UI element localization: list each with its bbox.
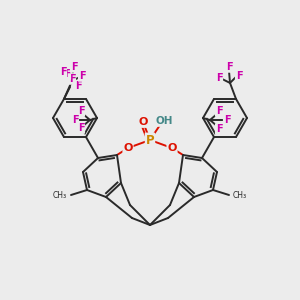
- Text: CH₃: CH₃: [53, 191, 67, 200]
- Text: F: F: [224, 115, 230, 125]
- Text: F: F: [71, 62, 77, 72]
- Text: F: F: [78, 106, 84, 116]
- Text: O: O: [123, 143, 133, 153]
- Text: F: F: [216, 73, 222, 83]
- Text: F: F: [216, 124, 222, 134]
- Text: F: F: [79, 71, 85, 81]
- Text: OH: OH: [155, 116, 173, 126]
- Text: O: O: [167, 143, 177, 153]
- Text: F: F: [60, 67, 66, 77]
- Text: F: F: [216, 106, 222, 116]
- Text: F: F: [64, 69, 70, 79]
- Text: F: F: [78, 123, 84, 133]
- Text: F: F: [72, 115, 78, 125]
- Text: F: F: [69, 74, 75, 84]
- Text: F: F: [236, 71, 242, 81]
- Text: CH₃: CH₃: [233, 191, 247, 200]
- Text: F: F: [75, 81, 81, 91]
- Text: P: P: [146, 134, 154, 146]
- Text: F: F: [226, 62, 232, 72]
- Text: O: O: [138, 117, 148, 127]
